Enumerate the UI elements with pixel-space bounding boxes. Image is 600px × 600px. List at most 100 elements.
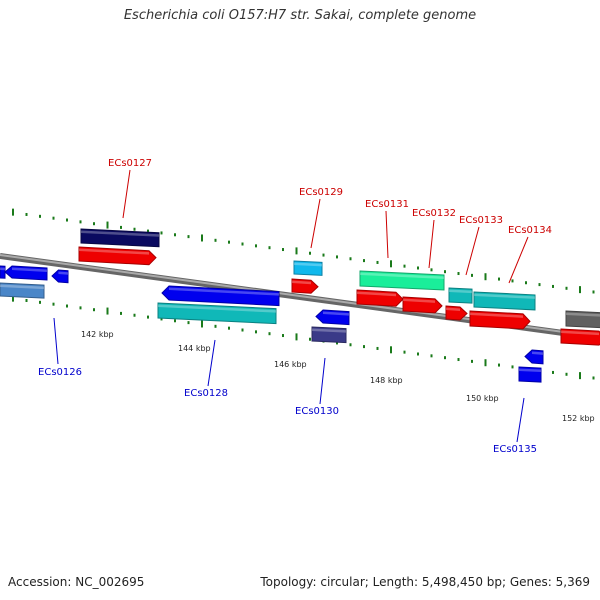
gene-label[interactable]: ECs0127: [108, 158, 152, 169]
major-tick: [579, 286, 581, 294]
minor-tick: [552, 284, 554, 288]
minor-tick: [417, 352, 419, 356]
major-tick: [484, 359, 487, 367]
major-tick: [106, 221, 109, 229]
minor-tick: [363, 259, 365, 263]
gene-feature[interactable]: [448, 287, 473, 304]
tick-label: 152 kbp: [562, 414, 595, 423]
gene-labels[interactable]: ECs0126 ECs0127 ECs0128 ECs0129 ECs0130 ECs01…: [38, 158, 552, 455]
gene-feature[interactable]: [356, 289, 404, 307]
gene-label[interactable]: ECs0134: [508, 225, 552, 236]
gene-feature[interactable]: [80, 228, 160, 248]
minor-tick: [552, 370, 554, 374]
gene-feature[interactable]: [291, 278, 319, 294]
gene-feature[interactable]: [402, 296, 443, 314]
gene-label[interactable]: ECs0132: [412, 208, 456, 219]
label-leader-lines: [53, 169, 529, 443]
major-tick: [390, 346, 392, 354]
gene-label[interactable]: ECs0126: [38, 367, 82, 378]
minor-tick: [93, 222, 95, 226]
gene-label[interactable]: ECs0131: [365, 199, 409, 210]
major-tick: [201, 320, 203, 328]
gene-feature[interactable]: [565, 310, 600, 329]
minor-tick: [403, 264, 406, 268]
minor-tick: [147, 229, 149, 233]
leader-line: [207, 339, 216, 387]
gene-feature[interactable]: [311, 326, 347, 344]
minor-tick: [39, 300, 41, 304]
gene-feature[interactable]: [0, 265, 6, 279]
gene-feature[interactable]: [315, 309, 350, 326]
minor-tick: [565, 286, 568, 290]
minor-tick: [282, 248, 284, 252]
minor-tick: [457, 272, 460, 276]
minor-tick: [228, 240, 230, 244]
gene-feature[interactable]: [161, 285, 280, 307]
minor-tick: [592, 290, 595, 294]
gene-feature[interactable]: [560, 328, 600, 346]
gene-feature[interactable]: [518, 366, 542, 383]
major-tick: [12, 208, 14, 216]
gene-feature[interactable]: [524, 349, 544, 365]
gene-feature[interactable]: [51, 269, 69, 284]
minor-tick: [187, 235, 190, 239]
minor-tick: [214, 238, 217, 242]
minor-tick: [133, 313, 136, 317]
leader-line: [508, 236, 529, 284]
minor-tick: [160, 231, 163, 235]
minor-tick: [66, 304, 68, 308]
minor-tick: [66, 218, 68, 222]
minor-tick: [241, 242, 244, 246]
minor-tick: [133, 227, 136, 231]
minor-tick: [52, 216, 55, 220]
gene-feature[interactable]: [469, 310, 531, 330]
minor-tick: [336, 341, 338, 345]
gene-feature[interactable]: [157, 302, 277, 325]
minor-tick: [120, 311, 122, 315]
gene-label[interactable]: ECs0129: [299, 187, 343, 198]
leader-line: [310, 198, 321, 249]
major-tick: [579, 372, 581, 380]
scale-dots: [12, 208, 595, 380]
gene-feature[interactable]: [445, 305, 468, 321]
gene-feature[interactable]: [473, 291, 536, 311]
major-tick: [390, 260, 392, 268]
minor-tick: [160, 317, 163, 321]
accession-text: Accession: NC_002695: [8, 575, 145, 589]
minor-tick: [417, 266, 419, 270]
major-tick: [295, 247, 298, 255]
major-tick: [201, 234, 203, 242]
minor-tick: [228, 326, 230, 330]
gene-feature[interactable]: [4, 265, 48, 281]
minor-tick: [363, 345, 365, 349]
minor-tick: [282, 334, 284, 338]
gene-feature[interactable]: [0, 282, 45, 299]
gene-feature[interactable]: [359, 270, 445, 291]
minor-tick: [592, 376, 595, 380]
minor-tick: [525, 281, 527, 285]
minor-tick: [322, 253, 325, 257]
leader-line: [53, 317, 59, 365]
minor-tick: [336, 255, 338, 259]
minor-tick: [187, 321, 190, 325]
minor-tick: [268, 332, 271, 336]
minor-tick: [214, 324, 217, 328]
gene-feature[interactable]: [293, 260, 323, 276]
gene-label[interactable]: ECs0135: [493, 444, 537, 455]
minor-tick: [39, 214, 41, 218]
minor-tick: [241, 328, 244, 332]
minor-tick: [255, 330, 257, 334]
gene-feature[interactable]: [78, 246, 157, 266]
tick-label: 146 kbp: [274, 360, 307, 369]
minor-tick: [174, 319, 176, 323]
gene-features[interactable]: [0, 228, 600, 383]
minor-tick: [349, 343, 352, 347]
gene-label[interactable]: ECs0128: [184, 388, 228, 399]
gene-label[interactable]: ECs0133: [459, 215, 503, 226]
minor-tick: [498, 277, 500, 281]
minor-tick: [174, 233, 176, 237]
gene-label[interactable]: ECs0130: [295, 406, 339, 417]
minor-tick: [376, 260, 379, 264]
minor-tick: [349, 257, 352, 261]
